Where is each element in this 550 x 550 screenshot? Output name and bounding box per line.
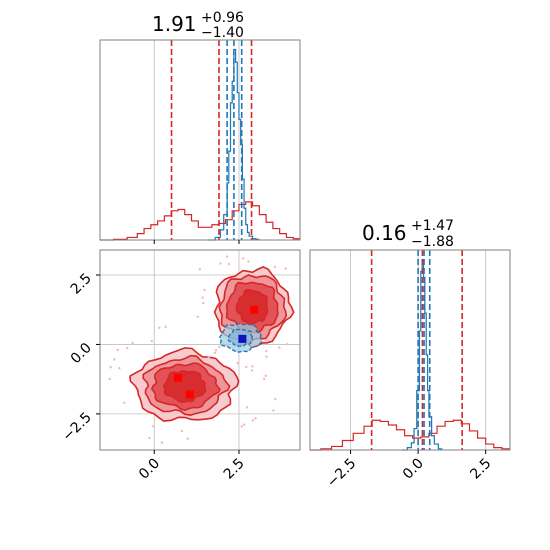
joint-sample-point xyxy=(109,366,112,369)
joint-ytick-label-2: 2.5 xyxy=(68,271,95,298)
joint-sample-point xyxy=(264,374,267,377)
joint-sample-point xyxy=(131,341,134,345)
joint-red-marker-2 xyxy=(250,305,259,314)
joint-sample-point xyxy=(186,437,189,440)
joint-sample-point xyxy=(251,419,255,422)
x-marginal-hist-red-0 xyxy=(100,201,300,241)
x-marginal-title: 1.91 xyxy=(152,12,197,36)
joint-sample-point xyxy=(202,301,205,305)
joint-sample-point xyxy=(203,288,206,292)
y-marginal-xtick-label-1: 0.0 xyxy=(400,456,427,483)
joint-sample-point xyxy=(247,260,250,263)
joint-sample-point xyxy=(116,348,119,352)
joint-sample-point xyxy=(242,423,246,426)
joint-xtick-label-1: 2.5 xyxy=(221,456,248,483)
joint-sample-point xyxy=(207,355,210,359)
joint-sample-point xyxy=(241,257,245,260)
joint-sample-point xyxy=(273,265,277,269)
joint-red-marker-0 xyxy=(173,373,182,382)
x-marginal-panel xyxy=(99,39,301,244)
joint-sample-point xyxy=(164,325,167,329)
joint-sample-point xyxy=(108,377,111,381)
y-marginal-title-value: 0.16 xyxy=(362,221,407,245)
y-marginal-panel: −2.5 0.0 2.5 xyxy=(309,249,511,491)
y-marginal-hist-red-0 xyxy=(310,419,510,451)
joint-sample-point xyxy=(113,358,116,361)
joint-sample-point xyxy=(254,417,257,420)
joint-sample-point xyxy=(160,441,164,444)
joint-sample-point xyxy=(265,349,268,353)
joint-sample-point xyxy=(150,339,154,343)
joint-sample-point xyxy=(214,349,218,352)
joint-frame xyxy=(99,249,301,451)
joint-sample-point xyxy=(245,406,249,409)
joint-sample-point xyxy=(225,255,229,258)
x-marginal-title-value: 1.91 xyxy=(152,12,197,36)
joint-sample-point xyxy=(148,436,151,440)
joint-sample-point xyxy=(265,355,268,358)
x-marginal-title-sub: −1.40 xyxy=(201,25,244,41)
joint-sample-point xyxy=(158,326,161,329)
y-marginal-title-sub: −1.88 xyxy=(411,234,454,250)
joint-sample-point xyxy=(274,397,277,401)
y-marginal-xtick-label-2: 2.5 xyxy=(467,456,494,483)
joint-sample-point xyxy=(236,361,239,365)
joint-sample-point xyxy=(213,351,217,355)
joint-sample-point xyxy=(272,409,275,412)
joint-sample-point xyxy=(218,345,221,349)
joint-sample-point xyxy=(198,268,202,271)
joint-sample-point xyxy=(201,296,204,299)
joint-sample-point xyxy=(219,262,222,265)
y-marginal-frame xyxy=(309,249,511,451)
x-marginal-hist-blue-1 xyxy=(208,48,260,241)
joint-sample-point xyxy=(126,346,129,350)
y-marginal-xtick-label-0: −2.5 xyxy=(324,456,359,491)
joint-sample-point xyxy=(227,262,231,266)
x-marginal-frame xyxy=(99,39,301,241)
joint-sample-point xyxy=(284,267,287,270)
joint-sample-point xyxy=(245,365,248,369)
joint-red-marker-1 xyxy=(185,390,194,399)
joint-sample-point xyxy=(180,429,184,433)
joint-sample-point xyxy=(118,367,121,370)
joint-sample-point xyxy=(285,343,289,346)
y-marginal-title-sup: +1.47 xyxy=(411,218,454,234)
joint-sample-point xyxy=(251,365,254,368)
joint-xtick-label-0: 0.0 xyxy=(136,456,163,483)
joint-ytick-label-1: 0.0 xyxy=(68,340,95,367)
joint-panel: 0.0 2.5 −2.5 0.0 2.5 xyxy=(59,249,301,483)
joint-blue-marker xyxy=(238,334,247,343)
joint-sample-point xyxy=(196,315,199,319)
joint-ytick-label-0: −2.5 xyxy=(59,409,94,444)
joint-sample-point xyxy=(152,425,155,428)
joint-sample-point xyxy=(240,425,243,428)
joint-sample-point xyxy=(262,377,266,381)
joint-sample-point xyxy=(250,369,254,372)
joint-sample-point xyxy=(123,401,126,404)
x-marginal-title-sup: +0.96 xyxy=(201,10,244,26)
joint-sample-point xyxy=(278,346,281,349)
